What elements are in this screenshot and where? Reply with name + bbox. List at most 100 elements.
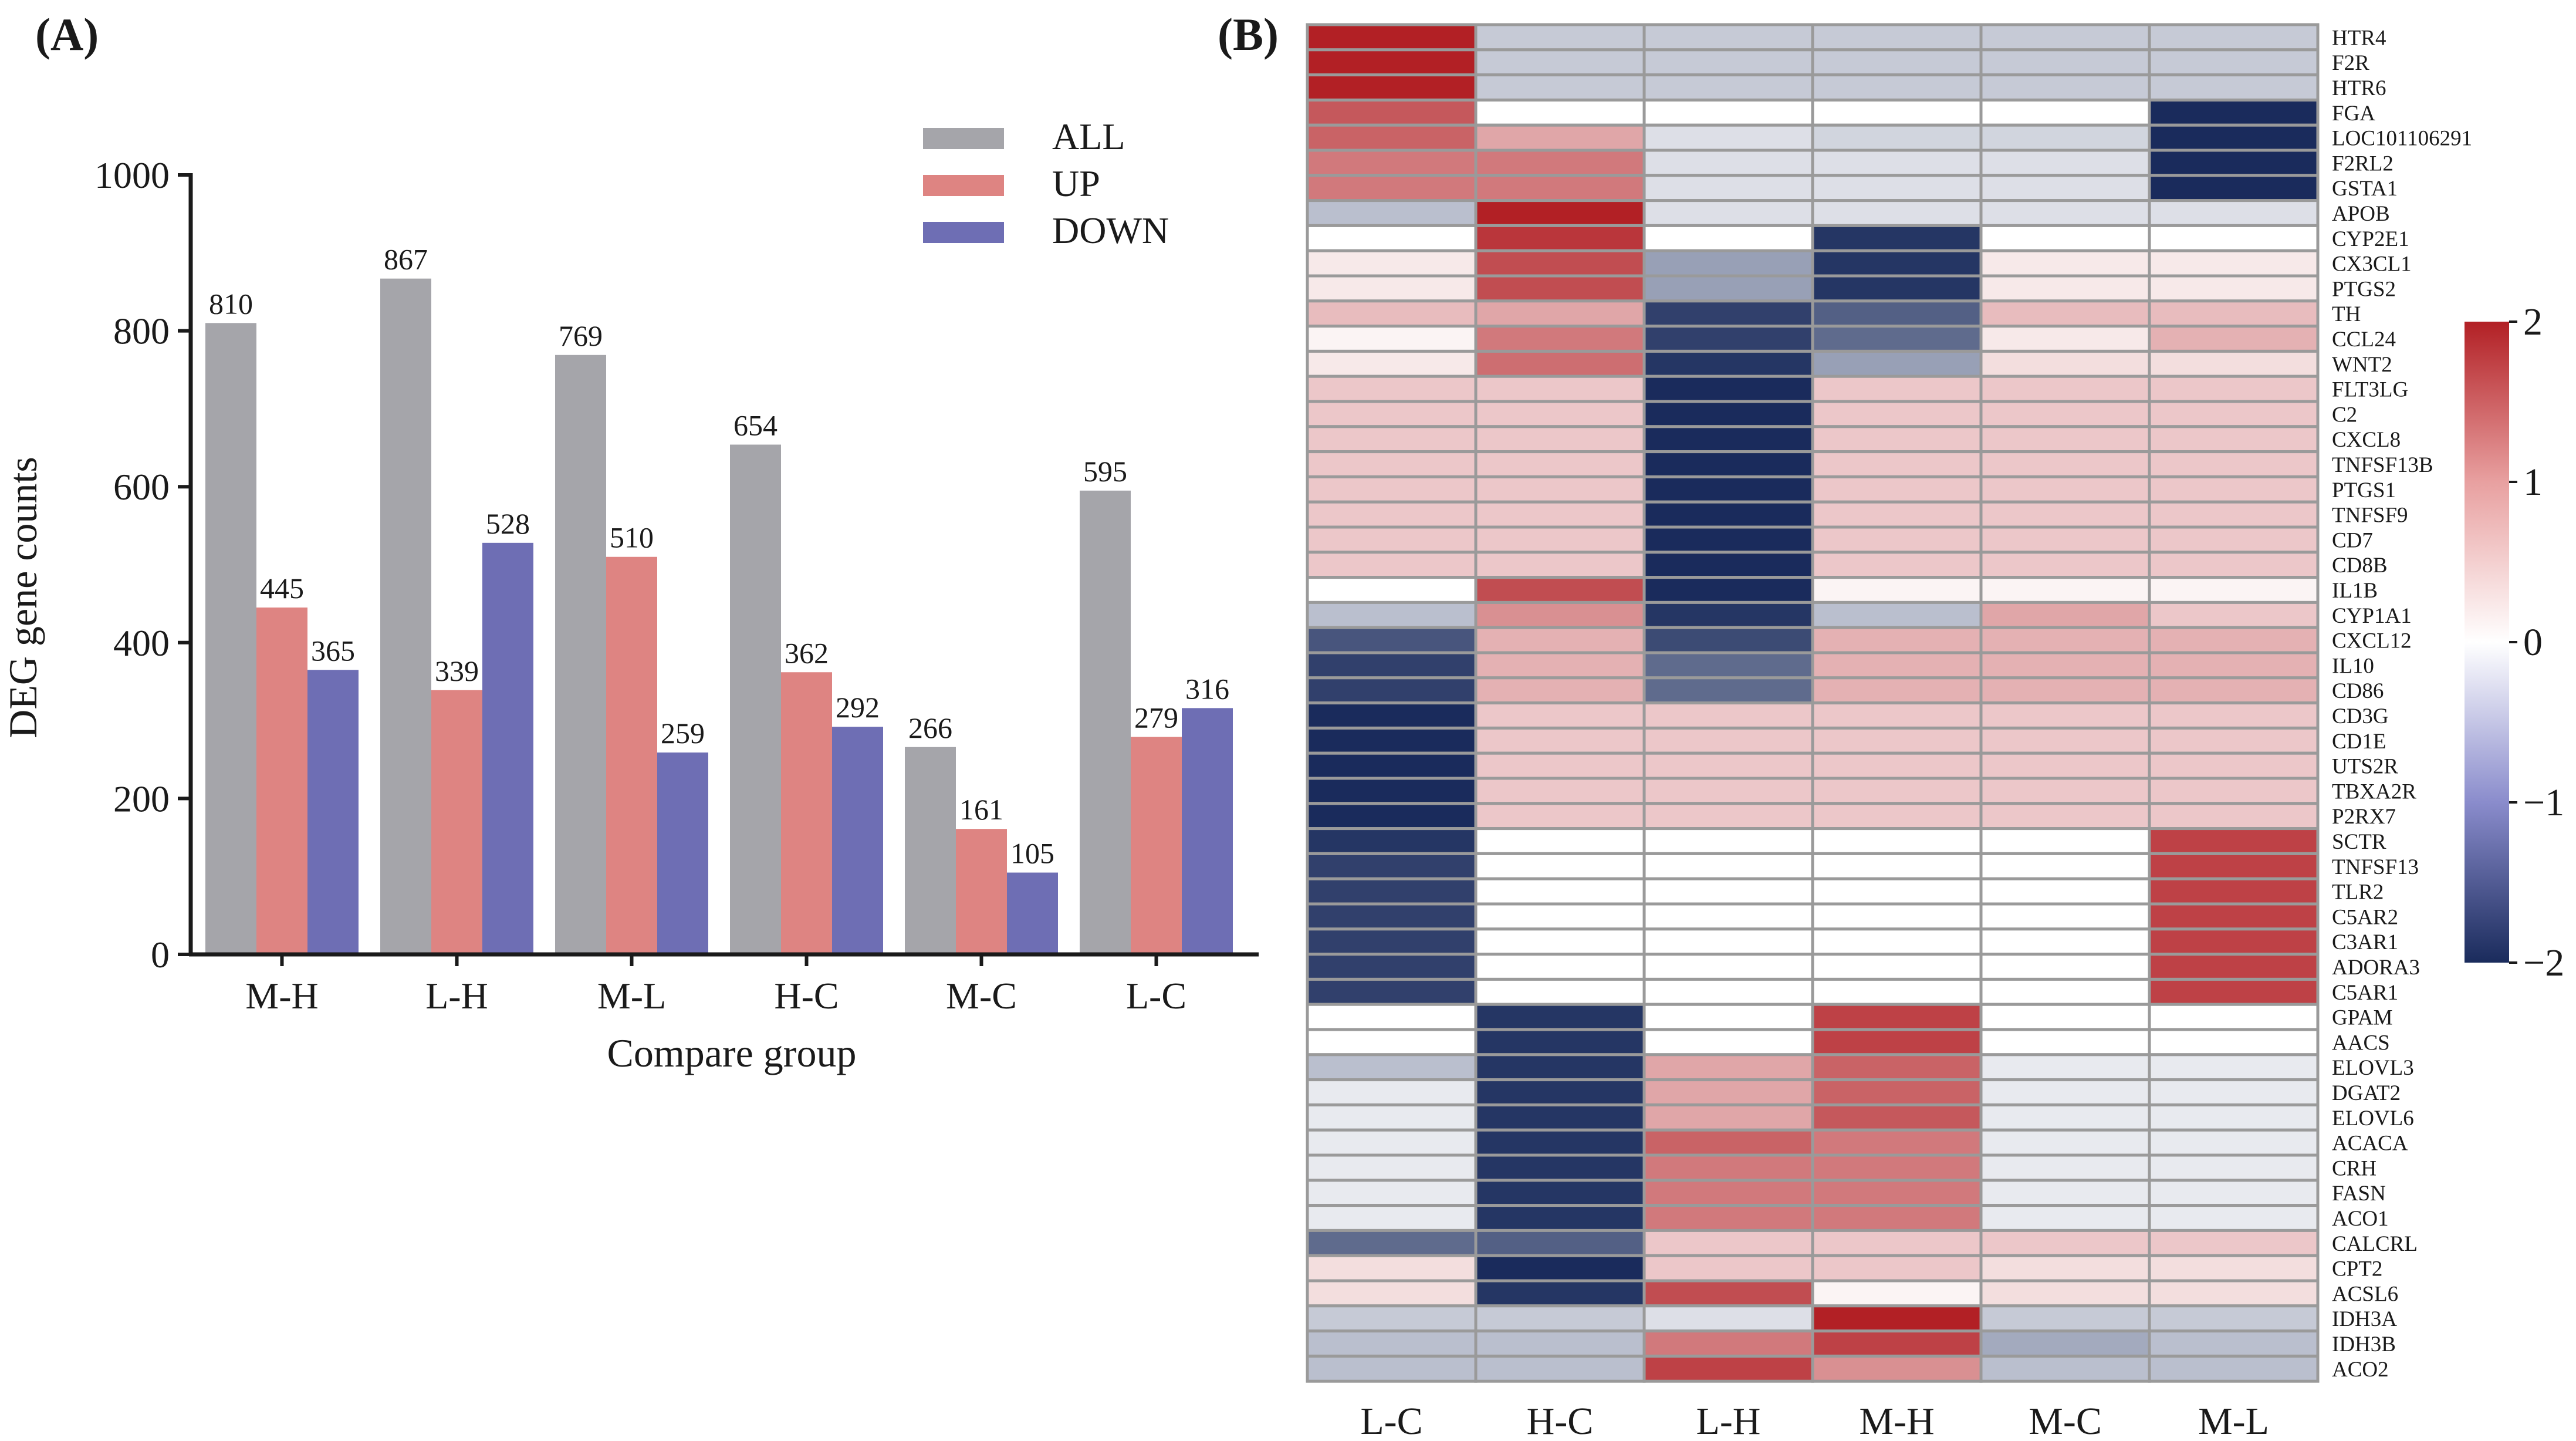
heat-cell-wnt2-l-h [1642, 349, 1814, 378]
heat-cell-f2r-m-c [1979, 48, 2151, 77]
heat-cell-aacs-m-h [1811, 1028, 1983, 1057]
heat-cell-cd7-m-l [2148, 525, 2320, 554]
heat-cell-tnfsf13-m-l [2148, 852, 2320, 880]
heat-cell-tlr2-m-l [2148, 877, 2320, 906]
heat-cell-ptgs2-m-c [1979, 274, 2151, 303]
heat-cell-loc101106291-m-l [2148, 123, 2320, 152]
bar-value-label: 339 [435, 654, 479, 687]
heat-cell-cd86-m-c [1979, 676, 2151, 705]
gene-label: TNFSF9 [2332, 504, 2408, 528]
heat-cell-cd86-m-h [1811, 676, 1983, 705]
heat-cell-adora3-m-h [1811, 953, 1983, 981]
gene-label: CX3CL1 [2332, 252, 2412, 276]
heat-cell-ccl24-l-c [1306, 325, 1478, 353]
bar-value-label: 595 [1083, 455, 1127, 488]
heat-cell-il1b-m-c [1979, 576, 2151, 604]
heat-cell-elovl6-m-c [1979, 1103, 2151, 1132]
heat-cell-acaca-l-c [1306, 1128, 1478, 1157]
heat-cell-c5ar2-h-c [1474, 902, 1646, 931]
heat-cell-cd86-h-c [1474, 676, 1646, 705]
heat-cell-cxcl8-m-h [1811, 425, 1983, 454]
bar-up-h-c [781, 672, 832, 954]
heat-cell-aacs-l-c [1306, 1028, 1478, 1057]
heat-cell-htr4-m-c [1979, 23, 2151, 52]
gene-label: P2RX7 [2332, 805, 2396, 829]
heat-cell-cxcl12-l-c [1306, 626, 1478, 654]
heat-cell-tnfsf13b-h-c [1474, 450, 1646, 478]
heat-cell-c5ar2-m-h [1811, 902, 1983, 931]
y-tick-label: 600 [113, 466, 170, 508]
heat-cell-cx3cl1-m-c [1979, 249, 2151, 278]
gene-label: TNFSF13B [2332, 453, 2433, 477]
heat-cell-sctr-m-l [2148, 827, 2320, 855]
gene-label: IL10 [2332, 654, 2374, 678]
heat-cell-c2-m-h [1811, 400, 1983, 428]
heat-cell-adora3-m-c [1979, 953, 2151, 981]
heat-cell-loc101106291-m-c [1979, 123, 2151, 152]
heat-cell-cd8b-l-c [1306, 551, 1478, 579]
x-tick-label: L-H [425, 975, 488, 1017]
heat-cell-crh-l-h [1642, 1153, 1814, 1182]
bar-axes: M-H L-H M-L H-C M-C L-C 0 200 400 600 800 1000 [94, 154, 1259, 1017]
heat-cell-idh3a-l-c [1306, 1304, 1478, 1333]
heat-cell-loc101106291-h-c [1474, 123, 1646, 152]
heat-cell-cyp1a1-m-h [1811, 600, 1983, 629]
heat-cell-fasn-m-l [2148, 1179, 2320, 1207]
heat-cell-cd86-l-h [1642, 676, 1814, 705]
heat-cell-acaca-h-c [1474, 1128, 1646, 1157]
heatmap: HTR4F2RHTR6FGALOC101106291F2RL2GSTA1APOB… [1306, 23, 2564, 1441]
bar-value-label: 365 [311, 634, 355, 667]
heat-cell-aco1-m-h [1811, 1204, 1983, 1232]
heat-cell-cxcl12-m-h [1811, 626, 1983, 654]
heat-cell-calcrl-l-c [1306, 1229, 1478, 1257]
gene-label: TH [2332, 302, 2361, 326]
colorbar-tick-label: 1 [2523, 461, 2543, 504]
heat-cell-htr4-m-h [1811, 23, 1983, 52]
heat-cell-th-h-c [1474, 299, 1646, 328]
heat-cell-tnfsf13b-l-c [1306, 450, 1478, 478]
gene-label: CYP2E1 [2332, 227, 2409, 251]
legend-label-up: UP [1052, 163, 1100, 204]
heat-cell-cd8b-m-l [2148, 551, 2320, 579]
heat-cell-ptgs2-h-c [1474, 274, 1646, 303]
heat-cell-acsl6-m-c [1979, 1279, 2151, 1308]
heat-cell-tnfsf13-l-h [1642, 852, 1814, 880]
legend-label-down: DOWN [1052, 210, 1169, 251]
colorbar-tick-label: 2 [2523, 301, 2543, 343]
bar-value-label: 810 [209, 287, 253, 320]
heat-cell-cd1e-m-c [1979, 726, 2151, 755]
bar-value-label: 316 [1185, 672, 1229, 705]
heat-cell-f2r-m-h [1811, 48, 1983, 77]
heat-cell-gpam-m-c [1979, 1003, 2151, 1031]
bar-all-m-c [905, 747, 956, 954]
heat-cell-ccl24-m-l [2148, 325, 2320, 353]
heat-cell-uts2r-l-c [1306, 751, 1478, 780]
gene-label: ELOVL3 [2332, 1056, 2414, 1080]
bar-up-m-l [606, 556, 657, 954]
heatmap-column-label: M-C [2029, 1400, 2102, 1441]
heat-cell-cyp2e1-m-l [2148, 224, 2320, 252]
heat-cell-tnfsf9-l-h [1642, 500, 1814, 529]
legend-swatch-up [923, 175, 1004, 196]
heat-cell-calcrl-l-h [1642, 1229, 1814, 1257]
heat-cell-il10-l-h [1642, 651, 1814, 680]
gene-label: CPT2 [2332, 1257, 2382, 1281]
bar-all-l-c [1080, 490, 1131, 954]
heat-cell-cxcl12-m-c [1979, 626, 2151, 654]
bar-up-m-h [256, 608, 307, 954]
bar-value-label: 445 [260, 572, 304, 605]
heat-cell-sctr-h-c [1474, 827, 1646, 855]
gene-label: CD8B [2332, 554, 2388, 578]
heat-cell-fasn-l-h [1642, 1179, 1814, 1207]
heat-cell-p2rx7-l-c [1306, 802, 1478, 831]
gene-label: ADORA3 [2332, 956, 2420, 980]
heat-cell-uts2r-l-h [1642, 751, 1814, 780]
heat-cell-tnfsf9-m-h [1811, 500, 1983, 529]
gene-label: ACO1 [2332, 1207, 2389, 1231]
heat-cell-wnt2-l-c [1306, 349, 1478, 378]
heat-cell-cd8b-h-c [1474, 551, 1646, 579]
heat-cell-idh3b-l-h [1642, 1329, 1814, 1358]
heat-cell-ptgs2-m-h [1811, 274, 1983, 303]
bar-value-label: 867 [384, 243, 428, 276]
